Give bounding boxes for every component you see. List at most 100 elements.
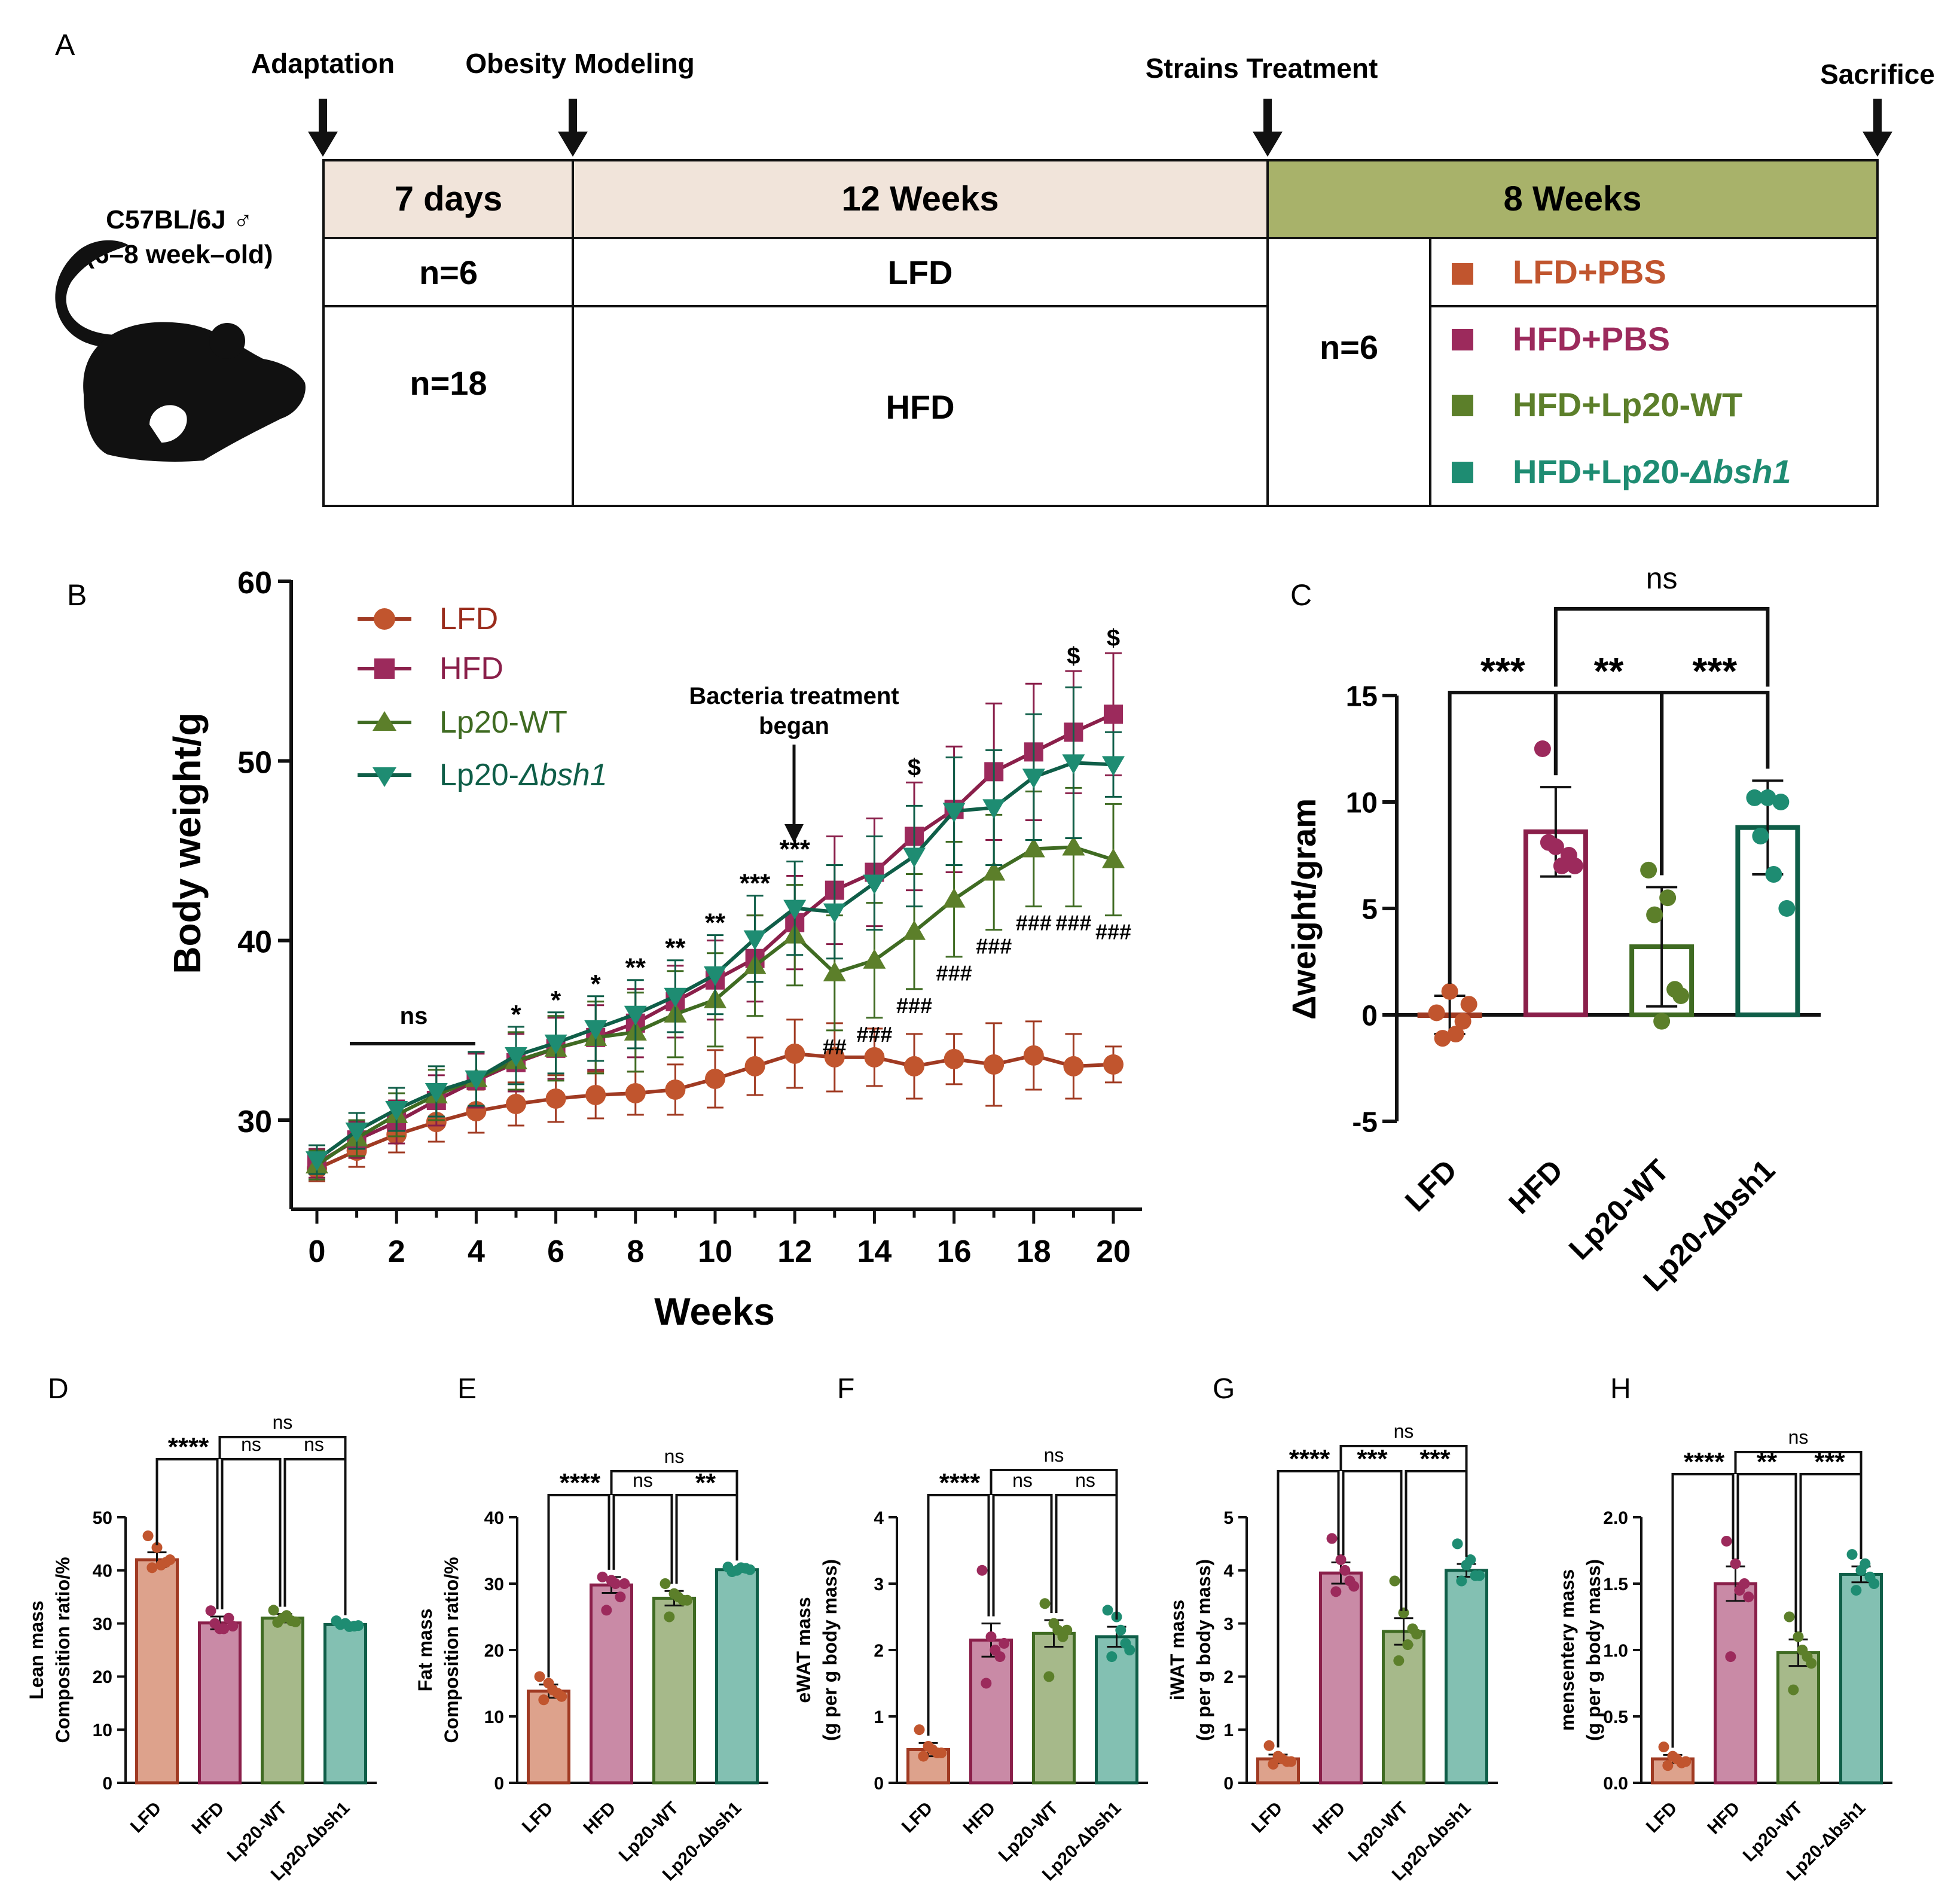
chart-data-point — [272, 1617, 283, 1628]
chart-data-point — [1743, 1591, 1754, 1603]
chart-bar — [527, 1689, 570, 1785]
chart-b-point-lfd — [864, 1047, 885, 1068]
chart-b-sig-star: ** — [625, 953, 646, 983]
chart-data-point — [1534, 740, 1551, 757]
chart-data-point — [1330, 1586, 1342, 1597]
chart-data-point — [1730, 1558, 1741, 1569]
chart-data-point — [335, 1619, 346, 1630]
chart-b-sig-hash: ### — [936, 961, 972, 986]
chart-b-sig-dollar: $ — [1067, 643, 1080, 669]
chart-data-point — [1659, 889, 1677, 907]
chart-data-point — [344, 1621, 355, 1632]
chart-b-x-tick-label: 8 — [627, 1234, 644, 1269]
chart-data-point — [1860, 1558, 1871, 1569]
chart-b-point-lfd — [1063, 1056, 1084, 1076]
chart-b-point-bsh — [982, 799, 1006, 819]
chart-data-point — [1411, 1628, 1422, 1640]
chart-comparison-bracket — [610, 1470, 738, 1495]
chart-bar — [1095, 1635, 1138, 1785]
chart-data-point — [1124, 1645, 1135, 1655]
chart-b-point-lfd — [585, 1084, 606, 1105]
chart-data-point — [918, 1750, 929, 1762]
chart-category-label: Lp20-WT — [995, 1798, 1063, 1866]
chart-data-point — [146, 1562, 158, 1573]
chart-data-point — [1039, 1598, 1051, 1609]
chart-b-point-bsh — [624, 1005, 647, 1026]
panel-b: B Body weight/g Weeks LFD HFD Lp20-WT Lp… — [67, 566, 1142, 1333]
chart-category-label: HFD — [188, 1798, 228, 1838]
chart-y-label: iWAT mass — [1167, 1600, 1188, 1700]
legend-wt-marker — [373, 711, 396, 731]
legend-hfd-label: HFD — [439, 651, 503, 686]
chart-data-point — [1474, 1570, 1485, 1581]
chart-comparison-label: ns — [664, 1445, 685, 1467]
chart-y-tick-label: 0 — [1223, 1774, 1234, 1794]
chart-b-x-tick-label: 16 — [937, 1234, 972, 1269]
chart-data-point — [914, 1724, 925, 1736]
chart-data-point — [353, 1620, 364, 1631]
chart-bar — [1839, 1572, 1883, 1785]
panel-h: H 0.0 0.5 1.0 1.5 2.0 mensentery mass (g per g… — [1556, 1373, 1892, 1884]
chart-b-sig-hash: ### — [1055, 911, 1091, 935]
legend-bsh-marker — [373, 767, 396, 787]
chart-y-tick-label: 40 — [484, 1508, 504, 1528]
chart-data-point — [1263, 1740, 1275, 1751]
chart-b-y-tick-label: 50 — [237, 745, 272, 780]
chart-d: 0 10 20 30 40 50 Lean mass Composition ratio/% L… — [26, 1411, 377, 1884]
panel-label-d: D — [48, 1373, 69, 1405]
chart-b-point-lfd — [545, 1088, 566, 1109]
chart-g: 0 1 2 3 4 5 iWAT mass (g per g body mass) LFD HFD… — [1167, 1420, 1498, 1884]
chart-category-label: HFD — [1502, 1153, 1569, 1220]
header-8weeks: 8 Weeks — [1503, 179, 1641, 218]
chart-bar — [590, 1583, 633, 1785]
chart-comparison-bracket — [1671, 1473, 1735, 1748]
panel-a: A Adaptation Obesity Modeling Strains Tr… — [55, 28, 1935, 507]
chart-comparison-label: ns — [1646, 562, 1678, 595]
chart-data-point — [1672, 987, 1690, 1004]
chart-category-label: Lp20-WT — [1739, 1798, 1807, 1866]
chart-data-point — [1746, 789, 1763, 806]
chart-bar — [1445, 1569, 1488, 1785]
chart-data-point — [1061, 1624, 1073, 1636]
chart-y-label: (g per g body mass) — [1583, 1559, 1604, 1741]
group-hfd-bsh-italic: Δbsh1 — [1689, 453, 1791, 490]
chart-data-point — [1772, 794, 1790, 810]
chart-category-label: HFD — [580, 1798, 620, 1838]
chart-data-point — [1851, 1585, 1862, 1596]
chart-b-sig-hash: ### — [1095, 920, 1131, 944]
chart-b-sig-star: *** — [780, 835, 811, 864]
chart-data-point — [151, 1542, 163, 1553]
chart-data-point — [1752, 827, 1769, 844]
chart-b-x-tick-label: 10 — [698, 1234, 732, 1269]
chart-b-sig-dollar: $ — [908, 754, 921, 780]
chart-y-label: (g per g body mass) — [819, 1559, 841, 1741]
chart-comparison-label: *** — [1419, 1444, 1451, 1474]
chart-data-point — [1653, 1013, 1671, 1030]
chart-b-sig-hash: ### — [856, 1022, 892, 1047]
chart-comparison-label: ns — [633, 1469, 653, 1491]
panel-label-c: C — [1290, 578, 1312, 612]
chart-data-point — [1434, 1030, 1451, 1047]
chart-b-sig-star: * — [591, 969, 602, 999]
chart-data-point — [205, 1605, 216, 1617]
legend-bsh-prefix: Lp20- — [439, 758, 519, 792]
chart-y-tick-label: 10 — [1346, 787, 1378, 819]
chart-comparison-label: *** — [1357, 1444, 1388, 1474]
chart-h: 0.0 0.5 1.0 1.5 2.0 mensentery mass (g per g b… — [1556, 1426, 1892, 1884]
chart-b-point-lfd — [1023, 1045, 1044, 1066]
header-12weeks: 12 Weeks — [841, 179, 999, 218]
chart-data-point — [1566, 857, 1583, 874]
chart-category-label: LFD — [1399, 1153, 1463, 1218]
chart-b-point-wt — [1102, 848, 1125, 868]
event-arrows — [308, 99, 1892, 157]
chart-data-point — [682, 1594, 693, 1606]
chart-data-point — [673, 1591, 684, 1603]
chart-b-point-lfd — [625, 1082, 646, 1103]
chart-data-point — [1846, 1549, 1858, 1560]
chart-comparison-label: ns — [1075, 1469, 1095, 1491]
chart-e: 0 10 20 30 40 Fat mass Composition ratio/% LFD H… — [414, 1445, 768, 1884]
group-hfd-wt-swatch — [1452, 395, 1473, 416]
chart-comparison-bracket — [612, 1494, 673, 1584]
ns-label: ns — [400, 1003, 428, 1029]
